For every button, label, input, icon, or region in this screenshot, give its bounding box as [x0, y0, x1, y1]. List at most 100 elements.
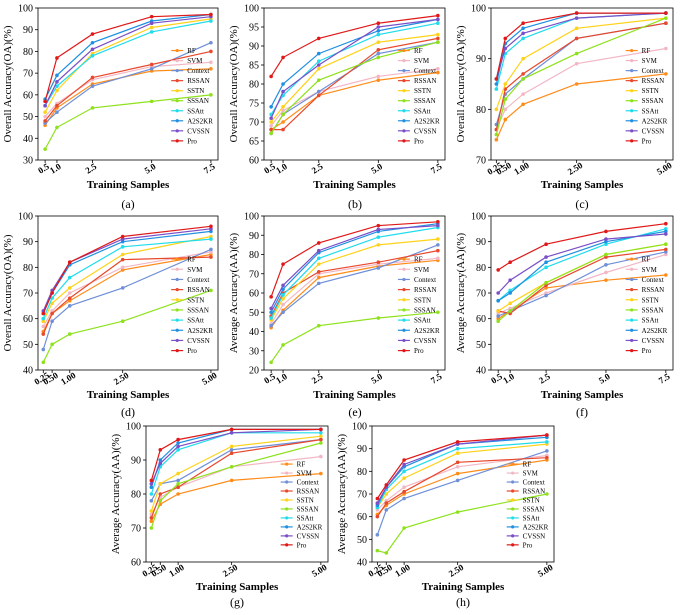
x-axis-label: Training Samples	[422, 581, 505, 593]
data-point-svm	[521, 92, 525, 96]
data-point-context	[316, 89, 321, 94]
legend-label: RSSAN	[523, 488, 546, 496]
data-point-pro	[269, 295, 273, 299]
series-line-cvssn	[270, 225, 438, 309]
legend-label: SSTN	[187, 87, 204, 95]
legend-marker	[175, 79, 179, 83]
legend-label: CVSSN	[187, 127, 210, 135]
x-tick-label: 2.5	[310, 371, 325, 386]
data-point-sstn	[50, 301, 54, 306]
data-point-pro	[41, 311, 46, 316]
data-point-sstn	[508, 301, 512, 306]
data-point-rf	[436, 70, 440, 75]
panel-label: (f)	[576, 405, 588, 419]
y-tick-label: 60	[357, 512, 367, 523]
plot-frame	[490, 7, 674, 161]
data-point-a2s2kr	[664, 229, 668, 234]
y-tick-label: 70	[249, 118, 259, 129]
y-tick-label: 50	[249, 308, 259, 319]
legend-label: RF	[523, 461, 532, 469]
legend-marker	[285, 543, 289, 547]
y-tick-label: 85	[249, 61, 259, 72]
legend-marker	[402, 99, 406, 103]
data-point-rssan	[149, 62, 154, 67]
legend-marker	[402, 348, 406, 353]
legend-label: Context	[642, 67, 664, 75]
data-point-cvssn	[376, 25, 381, 29]
series-line-cvssn	[497, 233, 666, 294]
legend-marker	[402, 298, 406, 302]
legend-marker	[402, 318, 406, 322]
data-point-context	[281, 310, 285, 315]
data-point-svm	[496, 311, 500, 316]
data-point-ssatt	[545, 440, 549, 444]
legend-marker	[285, 471, 289, 475]
legend-marker	[630, 257, 634, 261]
y-axis-label: Average Accuracy(AA)(%)	[110, 433, 122, 554]
data-point-sstn	[281, 105, 285, 109]
data-point-pro	[55, 56, 59, 60]
data-point-sssan	[503, 97, 508, 101]
legend-label: CVSSN	[523, 532, 546, 540]
legend-marker	[630, 129, 634, 133]
data-point-cvssn	[574, 16, 579, 20]
data-point-rf	[376, 78, 381, 82]
legend-marker	[402, 328, 406, 332]
data-point-rssan	[436, 248, 440, 253]
legend-label: Pro	[414, 347, 424, 355]
data-point-sssan	[664, 242, 668, 247]
y-axis-label: Overall Accuracy(OA)(%)	[455, 25, 467, 142]
data-point-ssatt	[67, 275, 72, 280]
data-point-sssan	[319, 441, 323, 445]
legend-marker	[630, 48, 634, 53]
data-point-svm	[508, 306, 512, 311]
panel-label: (b)	[348, 197, 362, 211]
data-point-cvssn	[436, 17, 440, 22]
data-point-sssan	[55, 125, 59, 130]
data-point-rf	[503, 117, 508, 122]
legend-marker	[630, 58, 634, 63]
data-point-cvssn	[508, 278, 512, 282]
data-point-sstn	[269, 120, 273, 124]
legend-label: SVM	[642, 266, 658, 274]
data-point-context	[269, 323, 273, 328]
x-tick-label: 7.5	[202, 161, 217, 176]
data-point-svm	[436, 67, 440, 71]
data-point-pro	[508, 260, 512, 265]
data-point-a2s2kr	[496, 298, 500, 303]
data-point-pro	[158, 448, 163, 452]
data-point-rssan	[545, 455, 549, 460]
data-point-ssatt	[120, 245, 125, 249]
data-point-sstn	[316, 262, 321, 266]
data-point-pro	[376, 21, 381, 26]
data-point-pro	[281, 262, 285, 266]
data-point-cvssn	[664, 232, 668, 236]
legend-label: Context	[414, 67, 436, 75]
data-point-rssan	[67, 296, 72, 300]
legend-marker	[402, 139, 406, 143]
legend-marker	[285, 516, 289, 520]
y-tick-label: 90	[131, 456, 141, 467]
series-line-ssatt	[497, 228, 666, 302]
data-point-sssan	[209, 93, 213, 97]
data-point-pro	[455, 440, 460, 444]
data-point-context	[384, 508, 389, 512]
y-tick-label: 70	[476, 289, 486, 300]
legend-marker	[630, 308, 634, 312]
legend-marker	[630, 348, 634, 353]
legend-label: A2S2KR	[414, 117, 440, 125]
legend-label: SSAtt	[187, 317, 204, 325]
data-point-pro	[269, 74, 273, 79]
data-point-rf	[316, 275, 321, 280]
legend-label: RF	[414, 47, 423, 55]
data-point-sstn	[67, 286, 72, 290]
data-point-sssan	[281, 343, 285, 347]
data-point-rssan	[149, 516, 154, 520]
data-point-svm	[281, 302, 285, 307]
data-point-sssan	[281, 112, 285, 117]
data-point-ssatt	[281, 293, 285, 297]
x-tick-label: 5.00	[536, 562, 555, 579]
y-tick-label: 60	[23, 314, 33, 325]
